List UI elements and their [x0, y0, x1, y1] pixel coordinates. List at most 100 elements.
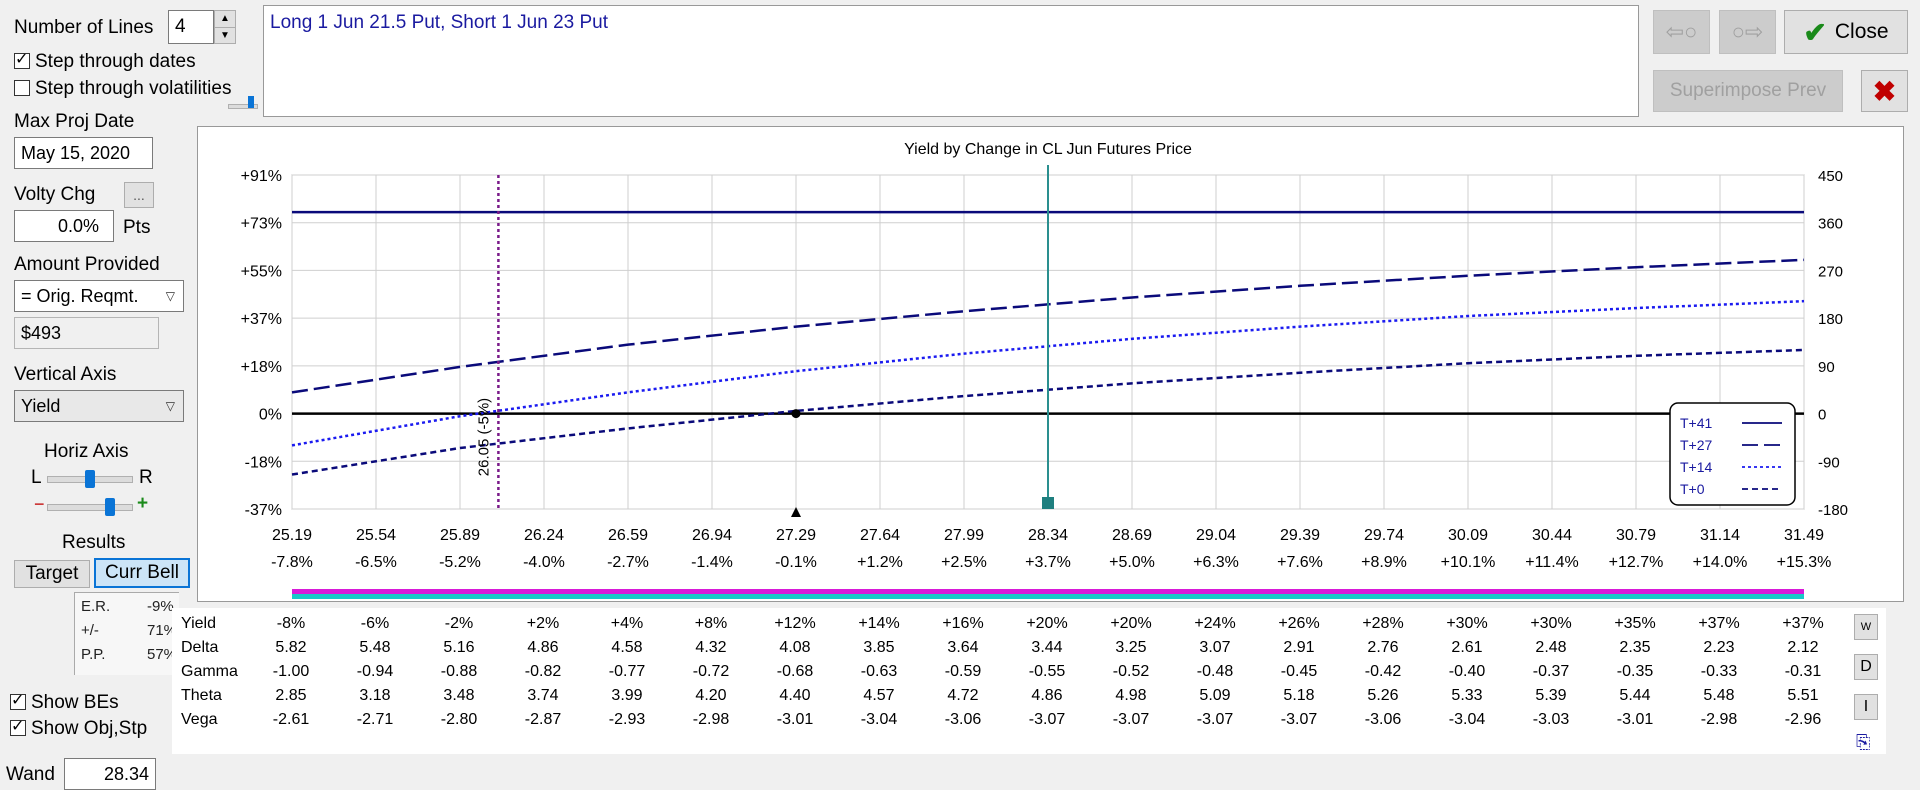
- show-obj-checkbox-row[interactable]: ✓ Show Obj,Stp: [10, 718, 147, 740]
- legend-label: T+27: [1680, 437, 1713, 453]
- table-cell: 5.26: [1367, 687, 1398, 704]
- table-cell: 5.16: [443, 639, 474, 656]
- curr-bell-tab[interactable]: Curr Bell: [94, 558, 190, 588]
- chart-title: Yield by Change in CL Jun Futures Price: [904, 141, 1192, 158]
- show-bes-checkbox[interactable]: ✓: [10, 692, 26, 710]
- volty-chg-input[interactable]: 0.0%: [14, 210, 114, 242]
- y-left-tick-label: 0%: [259, 407, 282, 424]
- w-button[interactable]: W: [1854, 614, 1878, 640]
- table-cell: +28%: [1362, 615, 1403, 632]
- table-cell: -0.55: [1029, 663, 1066, 680]
- table-cell: -0.37: [1533, 663, 1570, 680]
- table-cell: -3.04: [861, 711, 898, 728]
- chevron-down-icon: ▽: [165, 289, 175, 303]
- table-cell: 5.33: [1451, 687, 1482, 704]
- close-button[interactable]: ✔ Close: [1784, 10, 1908, 54]
- delete-button[interactable]: ✖: [1861, 70, 1908, 112]
- x-tick-label: 26.59: [608, 527, 648, 544]
- vertical-axis-label: Vertical Axis: [14, 364, 117, 385]
- pm-label: +/-: [81, 622, 99, 639]
- x-pct-tick-label: -6.5%: [355, 554, 397, 571]
- i-button[interactable]: I: [1854, 694, 1878, 720]
- range-band-cyan: [292, 594, 1804, 599]
- next-button[interactable]: ○⇨: [1719, 10, 1776, 54]
- table-cell: 4.58: [611, 639, 642, 656]
- table-cell: +2%: [527, 615, 559, 632]
- volty-unit-label: Pts: [123, 217, 151, 238]
- superimpose-prev-button[interactable]: Superimpose Prev: [1653, 70, 1843, 112]
- breakeven-label: 26.05 (-5%): [475, 398, 492, 476]
- table-cell: -3.01: [1617, 711, 1654, 728]
- zero-crossing-dot: [791, 409, 801, 419]
- x-tick-label: 31.49: [1784, 527, 1824, 544]
- number-of-lines-spinner[interactable]: ▲ ▼: [214, 10, 236, 44]
- x-pct-tick-label: +3.7%: [1025, 554, 1071, 571]
- table-cell: -0.31: [1785, 663, 1822, 680]
- pp-label: P.P.: [81, 646, 106, 663]
- table-cell: -0.48: [1197, 663, 1234, 680]
- y-right-tick-label: 360: [1818, 216, 1843, 233]
- table-cell: +30%: [1530, 615, 1571, 632]
- vertical-axis-select[interactable]: Yield ▽: [14, 390, 184, 422]
- step-dates-checkbox[interactable]: ✓: [14, 51, 30, 69]
- amount-provided-label: Amount Provided: [14, 254, 160, 275]
- vol-step-slider[interactable]: [228, 96, 258, 109]
- table-cell: -3.06: [1365, 711, 1402, 728]
- table-cell: 5.51: [1787, 687, 1818, 704]
- table-side-buttons: W D I ⎘: [1854, 614, 1880, 774]
- table-cell: 2.35: [1619, 639, 1650, 656]
- y-left-tick-label: -37%: [245, 502, 282, 519]
- volty-options-button[interactable]: ...: [124, 182, 154, 208]
- x-tick-label: 26.24: [524, 527, 564, 544]
- table-row-label: Yield: [181, 615, 216, 632]
- table-cell: -3.01: [777, 711, 814, 728]
- target-tab[interactable]: Target: [14, 560, 90, 588]
- er-value: -9%: [147, 598, 174, 615]
- x-pct-tick-label: +11.4%: [1525, 554, 1579, 571]
- step-vol-checkbox-row[interactable]: Step through volatilities: [14, 78, 231, 100]
- x-pct-tick-label: +5.0%: [1109, 554, 1155, 571]
- zoom-in-icon[interactable]: +: [137, 493, 149, 514]
- position-description: Long 1 Jun 21.5 Put, Short 1 Jun 23 Put: [263, 5, 1639, 117]
- vol-step-thumb[interactable]: [248, 96, 254, 108]
- prev-button[interactable]: ⇦○: [1653, 10, 1710, 54]
- table-cell: -0.72: [693, 663, 730, 680]
- table-cell: -3.07: [1029, 711, 1066, 728]
- spin-up-icon[interactable]: ▲: [215, 11, 235, 28]
- pp-value: 57%: [147, 646, 178, 663]
- table-cell: +30%: [1446, 615, 1487, 632]
- y-left-tick-label: +55%: [241, 263, 282, 280]
- zoom-out-icon[interactable]: −: [34, 494, 45, 514]
- table-cell: 5.82: [275, 639, 306, 656]
- export-icon[interactable]: ⎘: [1856, 732, 1871, 752]
- table-cell: 4.86: [527, 639, 558, 656]
- table-cell: 2.23: [1703, 639, 1734, 656]
- table-cell: -1.00: [273, 663, 310, 680]
- step-dates-checkbox-row[interactable]: ✓ Step through dates: [14, 51, 196, 73]
- d-button[interactable]: D: [1854, 654, 1878, 680]
- zoom-slider[interactable]: [47, 498, 133, 516]
- amount-provided-select[interactable]: = Orig. Reqmt. ▽: [14, 280, 184, 312]
- table-cell: -3.07: [1197, 711, 1234, 728]
- show-obj-checkbox[interactable]: ✓: [10, 718, 26, 736]
- table-cell: -2.98: [1701, 711, 1738, 728]
- table-cell: 3.25: [1115, 639, 1146, 656]
- arrow-left-icon: ⇦○: [1665, 19, 1698, 44]
- horiz-axis-thumb[interactable]: [85, 470, 95, 488]
- check-icon: ✓: [11, 718, 25, 735]
- table-cell: 3.64: [947, 639, 978, 656]
- wand-label: Wand: [6, 764, 55, 785]
- wand-input[interactable]: 28.34: [64, 758, 156, 790]
- y-right-tick-label: 450: [1818, 168, 1843, 185]
- yield-chart[interactable]: Yield by Change in CL Jun Futures Price 2…: [198, 127, 1905, 603]
- zoom-thumb[interactable]: [105, 498, 115, 516]
- number-of-lines-input[interactable]: 4: [168, 10, 214, 44]
- table-cell: -0.59: [945, 663, 982, 680]
- horiz-axis-slider[interactable]: [47, 470, 133, 488]
- max-proj-date-input[interactable]: May 15, 2020: [14, 137, 153, 169]
- spin-down-icon[interactable]: ▼: [220, 30, 230, 41]
- table-cell: 5.09: [1199, 687, 1230, 704]
- step-vol-checkbox[interactable]: [14, 80, 30, 96]
- x-tick-label: 30.09: [1448, 527, 1488, 544]
- show-bes-checkbox-row[interactable]: ✓ Show BEs: [10, 692, 119, 714]
